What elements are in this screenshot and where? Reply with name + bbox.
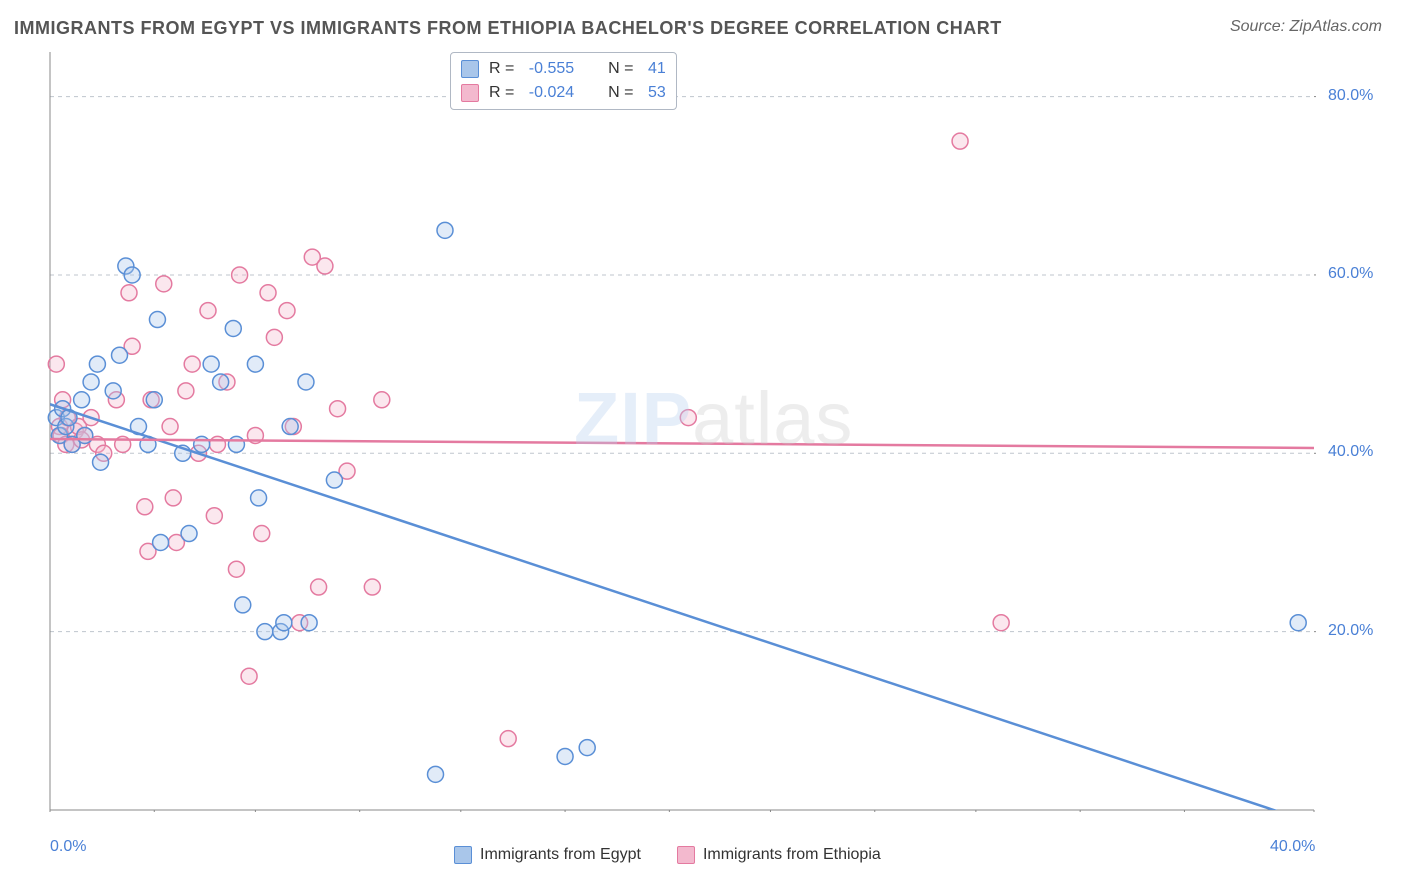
y-tick-label: 80.0%: [1328, 87, 1373, 105]
source-attribution: Source: ZipAtlas.com: [1230, 18, 1382, 36]
legend-n-label: N =: [608, 84, 638, 102]
legend-stat-row: R = -0.555 N = 41: [461, 57, 666, 81]
legend-n-label: N =: [608, 60, 638, 78]
legend-series-item: Immigrants from Egypt: [454, 846, 641, 864]
chart-title: IMMIGRANTS FROM EGYPT VS IMMIGRANTS FROM…: [14, 18, 1002, 39]
legend-r-label: R =: [489, 60, 519, 78]
legend-series: Immigrants from Egypt Immigrants from Eth…: [454, 846, 881, 864]
legend-series-label: Immigrants from Egypt: [480, 846, 641, 864]
x-tick-label: 0.0%: [50, 838, 86, 856]
legend-series-item: Immigrants from Ethiopia: [677, 846, 881, 864]
legend-n-value: 53: [648, 84, 666, 102]
legend-stats-box: R = -0.555 N = 41 R = -0.024 N = 53: [450, 52, 677, 110]
legend-swatch: [677, 846, 695, 864]
y-tick-label: 20.0%: [1328, 622, 1373, 640]
legend-r-value: -0.555: [529, 60, 574, 78]
x-tick-label: 40.0%: [1270, 838, 1315, 856]
y-tick-label: 60.0%: [1328, 265, 1373, 283]
scatter-plot: [14, 46, 1316, 812]
legend-series-label: Immigrants from Ethiopia: [703, 846, 881, 864]
legend-n-value: 41: [648, 60, 666, 78]
chart-container: Bachelor's Degree 20.0%40.0%60.0%80.0% 0…: [14, 46, 1392, 878]
legend-swatch: [454, 846, 472, 864]
legend-swatch: [461, 84, 479, 102]
legend-stat-row: R = -0.024 N = 53: [461, 81, 666, 105]
legend-r-value: -0.024: [529, 84, 574, 102]
y-tick-label: 40.0%: [1328, 443, 1373, 461]
legend-swatch: [461, 60, 479, 78]
legend-r-label: R =: [489, 84, 519, 102]
